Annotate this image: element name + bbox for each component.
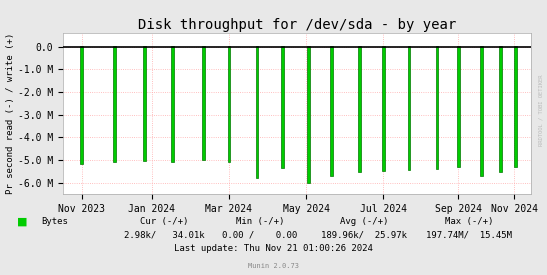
Bar bbox=[281, 46, 284, 168]
Bar bbox=[113, 46, 116, 162]
Title: Disk throughput for /dev/sda - by year: Disk throughput for /dev/sda - by year bbox=[138, 18, 456, 32]
Bar bbox=[307, 46, 310, 183]
Text: Cur (-/+): Cur (-/+) bbox=[140, 217, 188, 226]
Bar bbox=[358, 46, 361, 172]
Bar bbox=[80, 46, 83, 164]
Bar bbox=[457, 46, 459, 167]
Text: 2.98k/   34.01k: 2.98k/ 34.01k bbox=[124, 231, 205, 240]
Bar bbox=[480, 46, 483, 176]
Bar bbox=[228, 46, 230, 162]
Bar bbox=[171, 46, 174, 162]
Bar bbox=[408, 46, 410, 170]
Text: ■: ■ bbox=[16, 216, 27, 226]
Text: Min (-/+): Min (-/+) bbox=[236, 217, 284, 226]
Text: 189.96k/  25.97k: 189.96k/ 25.97k bbox=[321, 231, 407, 240]
Bar bbox=[514, 46, 517, 167]
Y-axis label: Pr second read (-) / write (+): Pr second read (-) / write (+) bbox=[6, 33, 15, 194]
Bar bbox=[330, 46, 333, 176]
Bar bbox=[143, 46, 146, 161]
Text: 197.74M/  15.45M: 197.74M/ 15.45M bbox=[426, 231, 513, 240]
Bar bbox=[202, 46, 205, 160]
Text: 0.00 /    0.00: 0.00 / 0.00 bbox=[222, 231, 298, 240]
Bar bbox=[499, 46, 502, 172]
Bar bbox=[255, 46, 258, 178]
Text: Avg (-/+): Avg (-/+) bbox=[340, 217, 388, 226]
Bar bbox=[435, 46, 439, 169]
Text: RRDTOOL / TOBI OETIKER: RRDTOOL / TOBI OETIKER bbox=[538, 74, 543, 146]
Text: Bytes: Bytes bbox=[41, 217, 68, 226]
Bar bbox=[382, 46, 385, 171]
Text: Max (-/+): Max (-/+) bbox=[445, 217, 493, 226]
Text: Munin 2.0.73: Munin 2.0.73 bbox=[248, 263, 299, 269]
Text: Last update: Thu Nov 21 01:00:26 2024: Last update: Thu Nov 21 01:00:26 2024 bbox=[174, 244, 373, 253]
